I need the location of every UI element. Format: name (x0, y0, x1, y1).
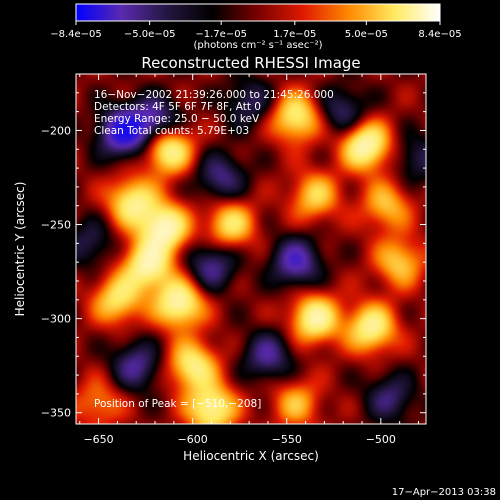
x-axis-ticks: −650 −600 −550 −500 (79, 74, 419, 446)
info-line: 16−Nov−2002 21:39:26.000 to 21:45:26.000 (94, 89, 334, 101)
info-line: Energy Range: 25.0 − 50.0 keV (94, 113, 260, 125)
y-tick-label: −250 (41, 219, 71, 232)
observation-info: 16−Nov−2002 21:39:26.000 to 21:45:26.000… (94, 89, 334, 137)
y-tick-label: −300 (41, 313, 71, 326)
colorbar: −8.4e−05 −5.0e−05 −1.7e−05 1.7e−05 5.0e−05 8.… (50, 3, 462, 51)
peak-position-label: Position of Peak = [−510,−208] (94, 398, 261, 410)
y-tick-label: −200 (41, 124, 71, 137)
colorbar-unit-label: (photons cm⁻² s⁻¹ asec⁻²) (193, 40, 322, 51)
colorbar-tick-label: 8.4e−05 (418, 29, 461, 40)
plot-area: −650 −600 −550 −500 −200 −250 −300 −350 (41, 73, 427, 446)
y-axis-label: Heliocentric Y (arcsec) (13, 182, 27, 317)
x-tick-label: −600 (178, 433, 208, 446)
colorbar-tick-label: −8.4e−05 (50, 29, 102, 40)
x-tick-label: −550 (272, 433, 302, 446)
colorbar-ticks: −8.4e−05 −5.0e−05 −1.7e−05 1.7e−05 5.0e−05 8.… (50, 21, 462, 40)
plot-frame (75, 73, 427, 425)
info-line: Detectors: 4F 5F 6F 7F 8F, Att 0 (94, 101, 261, 113)
colorbar-strip (75, 3, 441, 22)
heatmap-image (76, 74, 426, 424)
chart-title: Reconstructed RHESSI Image (141, 54, 360, 72)
y-axis-ticks: −200 −250 −300 −350 (41, 73, 426, 420)
x-tick-label: −650 (83, 433, 113, 446)
footer-timestamp: 17−Apr−2013 03:38 (392, 487, 496, 498)
info-line: Clean Total counts: 5.79E+03 (94, 125, 249, 137)
colorbar-tick-label: −5.0e−05 (124, 29, 176, 40)
x-tick-label: −500 (366, 433, 396, 446)
colorbar-tick-label: 5.0e−05 (345, 29, 388, 40)
colorbar-tick-label: 1.7e−05 (273, 29, 316, 40)
y-tick-label: −350 (41, 407, 71, 420)
colorbar-tick-label: −1.7e−05 (195, 29, 247, 40)
x-axis-label: Heliocentric X (arcsec) (183, 449, 319, 463)
